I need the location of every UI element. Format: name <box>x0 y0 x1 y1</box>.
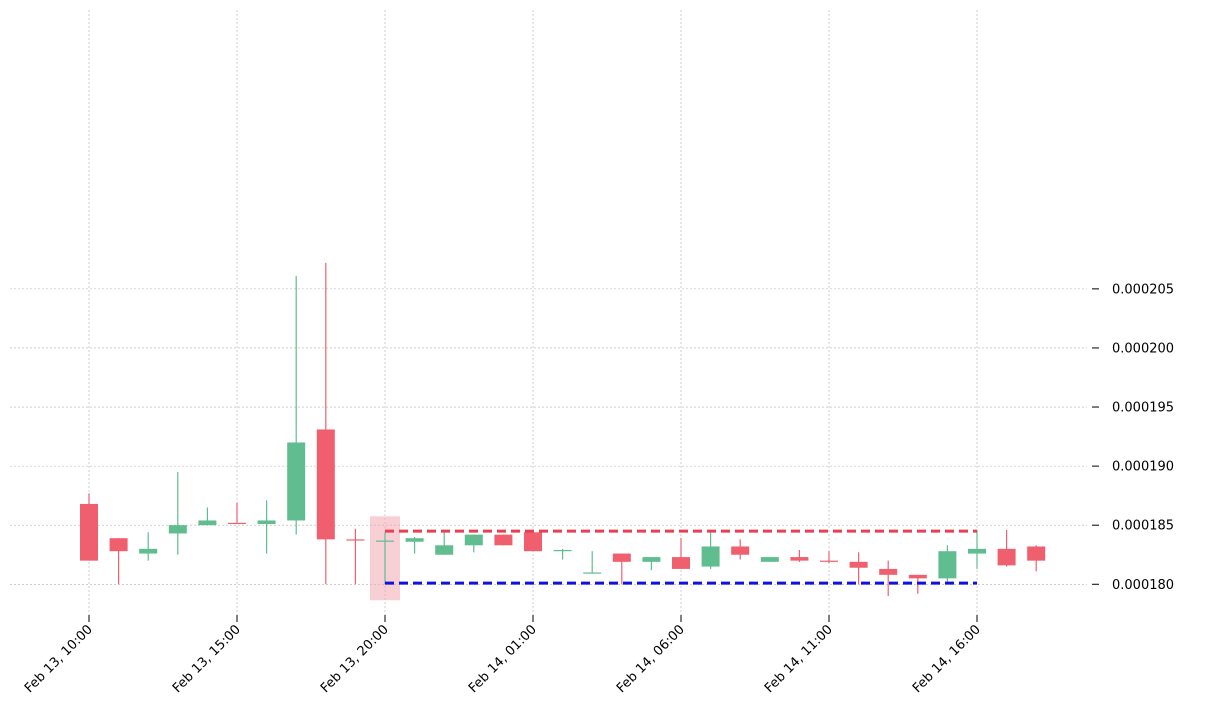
candle-body-down <box>316 429 335 540</box>
candle-body-up <box>938 551 957 579</box>
y-tick-label: 0.000205 <box>1112 282 1174 297</box>
level-layer <box>385 529 977 585</box>
x-tick-label: Feb 13, 20:00 <box>318 622 392 696</box>
candle-body-down <box>80 503 98 561</box>
candle-body-down <box>820 560 838 562</box>
candle-body-down <box>524 532 542 552</box>
x-tick-label: Feb 14, 06:00 <box>614 622 688 696</box>
candle-body-up <box>376 540 394 542</box>
y-tick-label: 0.000195 <box>1112 401 1174 416</box>
candle-body-down <box>790 557 809 561</box>
candle-body-up <box>198 520 217 526</box>
candle-body-down <box>849 561 868 568</box>
candle-body-down <box>346 539 365 541</box>
candle-body-up <box>701 546 720 567</box>
candle-body-up <box>760 557 779 562</box>
x-tick-label: Feb 13, 15:00 <box>170 622 244 696</box>
candle-body-down <box>494 534 513 546</box>
candle-body-up <box>464 534 483 546</box>
x-tick-label: Feb 14, 11:00 <box>762 622 836 696</box>
candle-body-up <box>583 572 602 574</box>
candle-body-up <box>287 442 306 521</box>
y-tick-label: 0.000190 <box>1112 460 1174 475</box>
candle-body-up <box>553 550 572 552</box>
candle-body-down <box>1027 546 1046 561</box>
x-tick-label: Feb 14, 16:00 <box>910 622 984 696</box>
candle-body-up <box>642 557 661 562</box>
y-tick-label: 0.000185 <box>1112 519 1174 534</box>
grid-layer <box>10 10 1087 615</box>
candle-layer <box>80 262 1046 597</box>
candle-body-up <box>405 538 424 542</box>
candle-body-down <box>731 546 750 555</box>
candle-body-down <box>672 557 690 569</box>
candle-body-down <box>879 568 898 575</box>
candle-body-up <box>435 545 454 555</box>
y-tick-label: 0.000200 <box>1112 341 1174 356</box>
candle-body-up <box>968 548 986 554</box>
candle-body-up <box>257 520 276 525</box>
x-axis: Feb 13, 10:00 Feb 13, 15:00 Feb 13, 20:00 F… <box>22 615 984 696</box>
candle-body-down <box>612 553 631 562</box>
candle-body-up <box>168 525 187 534</box>
candle-body-down <box>228 522 246 525</box>
x-tick-label: Feb 13, 10:00 <box>22 622 96 696</box>
candle-body-down <box>908 574 927 579</box>
candle-body-up <box>139 548 158 554</box>
y-axis: 0.000180 0.000185 0.000190 0.000195 0.000200… <box>1092 282 1174 593</box>
y-tick-label: 0.000180 <box>1112 578 1174 593</box>
x-tick-label: Feb 14, 01:00 <box>466 622 540 696</box>
candle-body-down <box>109 538 128 552</box>
candle-body-down <box>997 548 1016 566</box>
